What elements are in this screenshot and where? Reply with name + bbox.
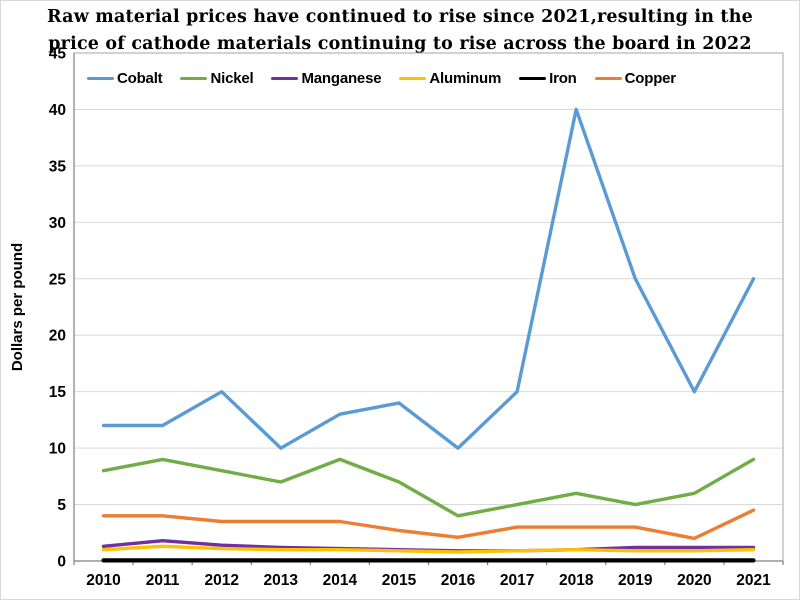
x-tick-label: 2011	[146, 572, 180, 589]
x-tick-label: 2020	[677, 572, 711, 589]
x-tick-label: 2017	[500, 572, 534, 589]
y-tick-label: 35	[49, 158, 67, 175]
x-tick-label: 2013	[264, 572, 299, 589]
legend-swatch-aluminum	[399, 76, 427, 81]
y-tick-label: 40	[49, 102, 66, 119]
y-tick-label: 5	[57, 497, 66, 514]
series-line-copper	[101, 508, 756, 541]
legend-label-iron: Iron	[549, 70, 577, 87]
legend-item-cobalt: Cobalt	[87, 70, 163, 87]
x-tick-label: 2019	[618, 572, 653, 589]
y-axis-title: Dollars per pound	[9, 243, 26, 371]
chart-legend: Cobalt Nickel Manganese Aluminum Iron Copper	[87, 69, 676, 88]
y-tick-label: 15	[49, 384, 67, 401]
legend-item-iron: Iron	[519, 70, 577, 87]
legend-item-aluminum: Aluminum	[399, 70, 501, 87]
legend-label-copper: Copper	[624, 70, 677, 87]
y-tick-label: 30	[49, 215, 66, 232]
legend-swatch-cobalt	[87, 76, 114, 81]
x-tick-label: 2015	[382, 572, 417, 589]
y-tick-label: 20	[49, 328, 66, 345]
legend-swatch-copper	[594, 76, 622, 81]
y-tick-label: 45	[49, 46, 67, 63]
x-tick-label: 2018	[559, 572, 594, 589]
legend-label-manganese: Manganese	[301, 70, 382, 87]
x-tick-label: 2016	[441, 572, 476, 589]
x-tick-label: 2010	[86, 572, 120, 589]
legend-label-aluminum: Aluminum	[429, 70, 502, 87]
x-tick-label: 2021	[736, 572, 771, 589]
x-tick-label: 2012	[204, 572, 238, 589]
series-line-aluminum	[101, 544, 756, 554]
series-line-nickel	[101, 457, 756, 518]
legend-label-nickel: Nickel	[210, 70, 254, 87]
legend-item-manganese: Manganese	[271, 70, 382, 87]
chart-title-line-1: Raw material prices have continued to ri…	[47, 7, 753, 27]
legend-swatch-manganese	[271, 76, 299, 81]
plot-border	[73, 52, 784, 562]
y-tick-label: 25	[49, 271, 67, 288]
legend-item-nickel: Nickel	[180, 70, 254, 87]
legend-item-copper: Copper	[594, 70, 677, 87]
x-tick-label: 2014	[323, 572, 358, 589]
chart-title-line-2: price of cathode materials continuing to…	[48, 34, 752, 54]
legend-swatch-nickel	[180, 76, 208, 81]
y-tick-label: 0	[57, 554, 66, 571]
legend-label-cobalt: Cobalt	[117, 70, 163, 87]
y-tick-label: 10	[49, 441, 66, 458]
legend-swatch-iron	[519, 76, 547, 81]
series-line-cobalt	[101, 107, 756, 450]
